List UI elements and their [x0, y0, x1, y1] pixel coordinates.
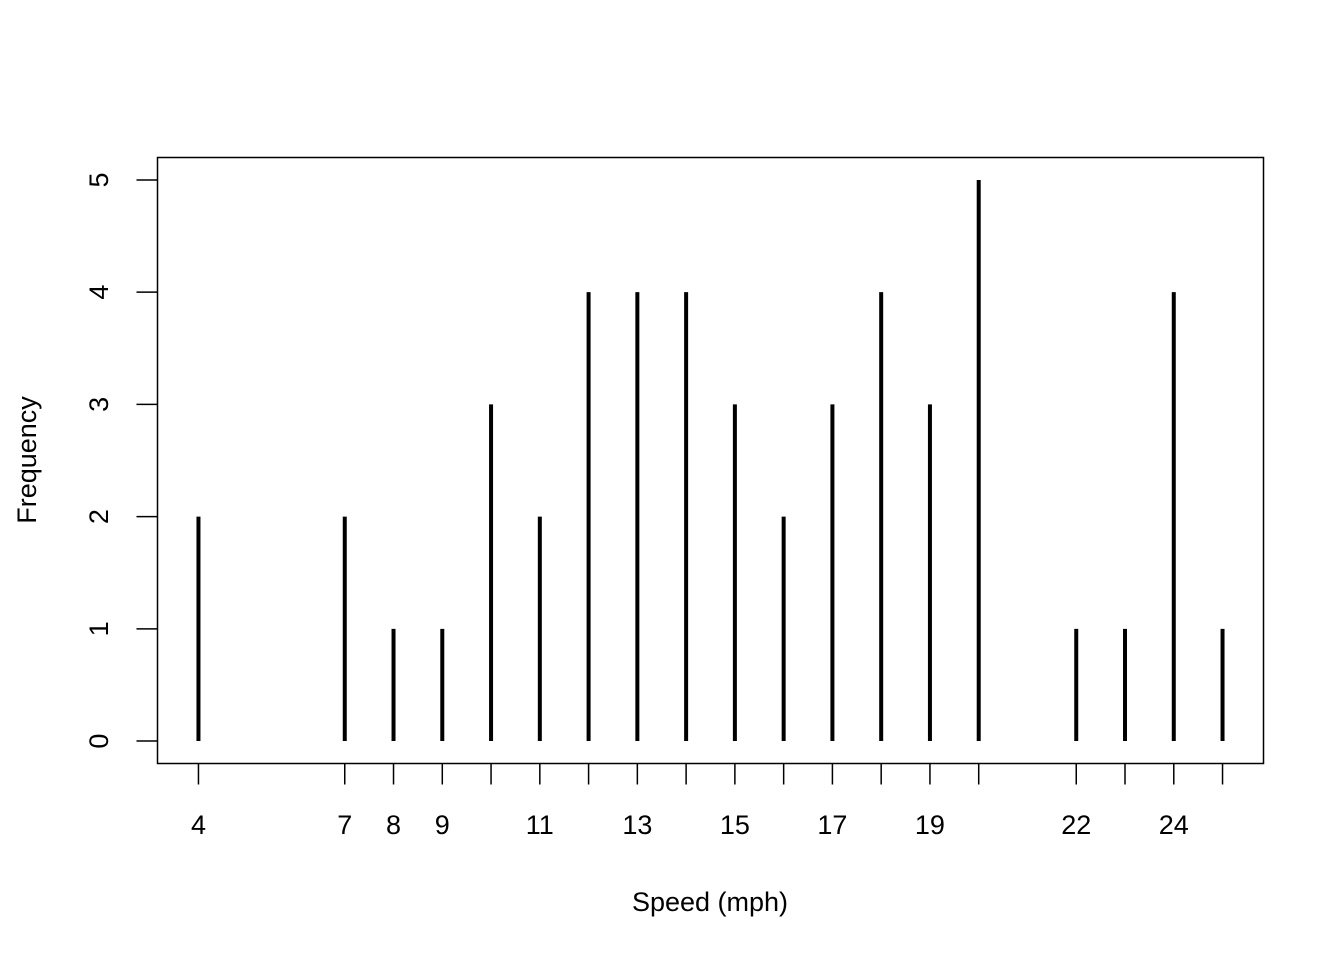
spike-series — [196, 179, 1225, 742]
y-tick-label: 1 — [84, 621, 114, 636]
x-tick-label: 15 — [720, 810, 750, 840]
x-tick-label: 4 — [191, 810, 206, 840]
x-tick-label: 7 — [337, 810, 352, 840]
x-tick-label: 17 — [817, 810, 847, 840]
y-tick-label: 4 — [84, 285, 114, 300]
y-tick-label: 3 — [84, 397, 114, 412]
y-tick-label: 2 — [84, 509, 114, 524]
x-axis-label: Speed (mph) — [632, 887, 788, 917]
x-tick-label: 9 — [435, 810, 450, 840]
x-tick-label: 19 — [915, 810, 945, 840]
y-tick-label: 0 — [84, 734, 114, 749]
y-tick-label: 5 — [84, 172, 114, 187]
x-tick-label: 11 — [526, 810, 554, 840]
x-tick-label: 8 — [386, 810, 401, 840]
x-tick-label: 24 — [1159, 810, 1189, 840]
x-tick-label: 13 — [622, 810, 652, 840]
x-axis: 4 7 8 9 11 13 15 17 19 22 24 — [191, 763, 1224, 840]
plot-frame — [156, 156, 1265, 765]
x-tick-label: 22 — [1061, 810, 1091, 840]
y-axis-label: Frequency — [12, 396, 42, 524]
y-axis: 0 1 2 3 4 5 — [84, 172, 158, 749]
